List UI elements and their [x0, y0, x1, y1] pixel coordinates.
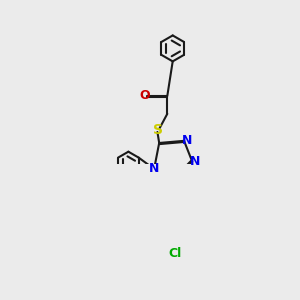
- Text: Cl: Cl: [169, 247, 182, 260]
- Text: N: N: [190, 155, 200, 168]
- Text: O: O: [139, 89, 150, 102]
- Text: N: N: [148, 162, 159, 175]
- Text: S: S: [153, 123, 163, 137]
- Text: N: N: [182, 134, 192, 147]
